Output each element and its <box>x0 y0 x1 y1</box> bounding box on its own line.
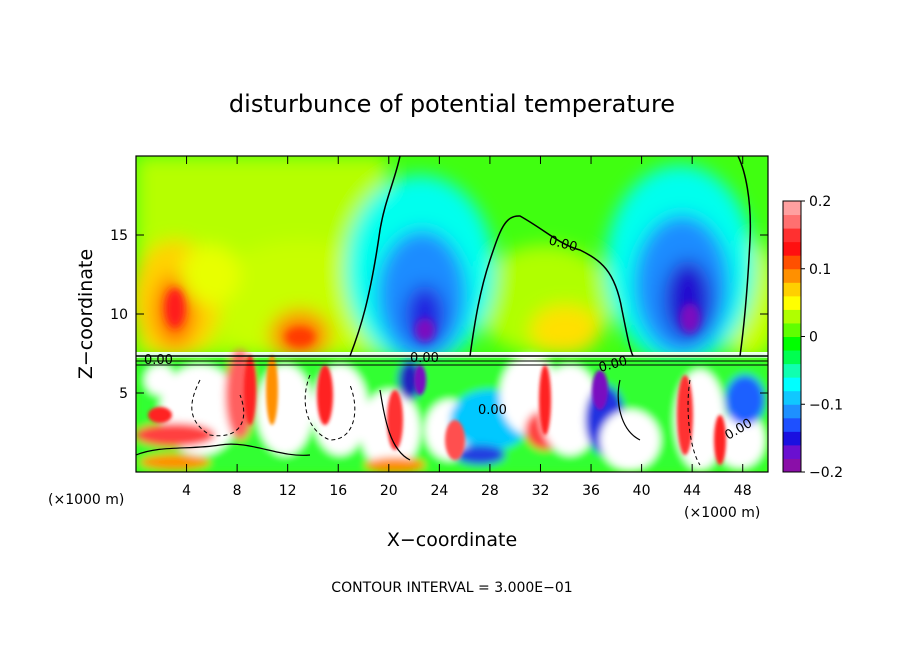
colorbar-ticks: 0.2 0.1 0 −0.1 −0.2 <box>801 194 843 481</box>
y-axis-ticks: 5 10 15 <box>110 228 768 402</box>
x-tick-label: 16 <box>329 483 347 499</box>
stratosphere-cores <box>165 288 700 347</box>
colorbar-swatch <box>783 309 801 324</box>
x-tick-label: 8 <box>233 483 242 499</box>
colorbar-swatch <box>783 322 801 337</box>
x-axis-title: X−coordinate <box>387 529 517 551</box>
zero-contour-left-plume <box>349 156 401 357</box>
colorbar-swatch <box>783 268 801 283</box>
x-tick-label: 40 <box>633 483 651 499</box>
x-tick-label: 36 <box>582 483 600 499</box>
stratosphere-layer <box>136 156 768 365</box>
contour-label: 0.00 <box>144 353 173 368</box>
colorbar-tick-label: 0 <box>809 330 818 346</box>
colorbar-swatch <box>783 444 801 459</box>
colorbar-swatch <box>783 350 801 365</box>
contour-label: 0.00 <box>597 354 629 376</box>
colorbar-swatch <box>783 377 801 392</box>
colorbar-swatch <box>783 404 801 419</box>
colorbar <box>783 201 801 473</box>
x-tick-label: 44 <box>683 483 701 499</box>
troposphere-layer <box>136 350 768 472</box>
y-tick-label: 5 <box>119 386 128 402</box>
x-axis-ticks: 4 8 12 16 20 24 28 32 36 40 44 48 <box>182 156 752 499</box>
troposphere-details <box>148 355 726 465</box>
colorbar-swatch <box>783 295 801 310</box>
x-tick-label: 12 <box>279 483 297 499</box>
colorbar-swatch <box>783 336 801 351</box>
contour-lines <box>136 156 768 466</box>
x-tick-label: 4 <box>182 483 191 499</box>
colorbar-swatch <box>783 255 801 270</box>
tropopause-band <box>136 352 768 358</box>
colorbar-swatch <box>783 214 801 229</box>
contour-label: 0.00 <box>478 403 507 418</box>
colorbar-swatch <box>783 431 801 446</box>
x-tick-label: 24 <box>430 483 448 499</box>
colorbar-swatch <box>783 458 801 473</box>
chart-title: disturbunce of potential temperature <box>229 90 675 118</box>
y-tick-label: 10 <box>110 307 128 323</box>
colorbar-swatch <box>783 228 801 243</box>
colorbar-tick-label: −0.2 <box>809 465 843 481</box>
colorbar-swatch <box>783 241 801 256</box>
colorbar-tick-label: −0.1 <box>809 397 843 413</box>
zero-contour-right-plume <box>737 156 752 357</box>
colorbar-swatch <box>783 390 801 405</box>
zero-contour-middle-dome <box>469 215 634 357</box>
x-tick-label: 28 <box>481 483 499 499</box>
x-tick-label: 48 <box>734 483 752 499</box>
colorbar-swatch <box>783 282 801 297</box>
colorbar-tick-label: 0.2 <box>809 194 831 210</box>
heatmap-field: 0.00 0.00 0.00 0.00 0.00 0.00 <box>136 156 768 472</box>
y-axis-title: Z−coordinate <box>75 249 97 379</box>
contour-label: 0.00 <box>410 351 439 366</box>
colorbar-swatch <box>783 201 801 216</box>
colorbar-tick-label: 0.1 <box>809 262 831 278</box>
x-tick-label: 20 <box>380 483 398 499</box>
contour-label: 0.00 <box>547 233 579 255</box>
y-tick-label: 15 <box>110 228 128 244</box>
x-axis-unit-left: (×1000 m) <box>48 492 124 508</box>
x-tick-label: 32 <box>532 483 550 499</box>
colorbar-swatch <box>783 363 801 378</box>
contour-interval-note: CONTOUR INTERVAL = 3.000E−01 <box>331 580 572 596</box>
colorbar-swatch <box>783 417 801 432</box>
x-axis-unit-right: (×1000 m) <box>684 505 760 521</box>
